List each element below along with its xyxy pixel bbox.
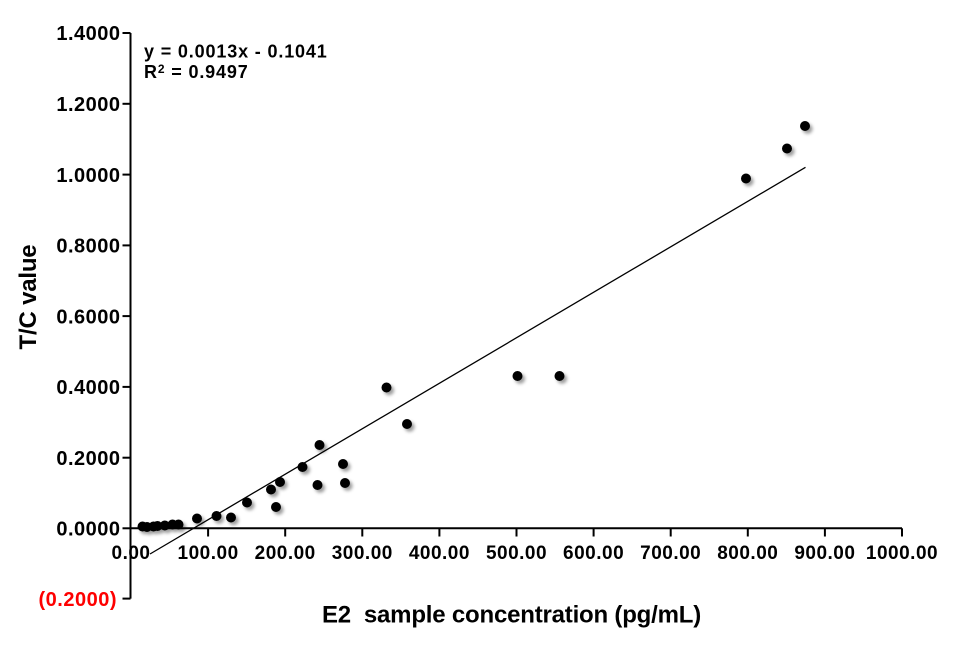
svg-text:1.2000: 1.2000 — [56, 94, 120, 116]
svg-text:0.0000: 0.0000 — [56, 519, 120, 541]
svg-text:0.2000: 0.2000 — [56, 448, 120, 470]
svg-text:(0.2000): (0.2000) — [39, 589, 118, 611]
svg-text:y = 0.0013x - 0.1041: y = 0.0013x - 0.1041 — [144, 42, 328, 62]
svg-text:500.00: 500.00 — [486, 543, 547, 564]
svg-text:0.6000: 0.6000 — [56, 306, 120, 328]
svg-text:300.00: 300.00 — [332, 543, 393, 564]
svg-text:900.00: 900.00 — [794, 543, 855, 564]
svg-text:700.00: 700.00 — [640, 543, 701, 564]
svg-text:200.00: 200.00 — [255, 543, 316, 564]
svg-text:0.8000: 0.8000 — [56, 236, 120, 258]
svg-text:E2 sample concentration (pg/m: E2 sample concentration (pg/mL) — [322, 601, 701, 628]
svg-text:400.00: 400.00 — [409, 543, 470, 564]
svg-text:1000.00: 1000.00 — [866, 543, 938, 564]
svg-text:0.00: 0.00 — [112, 543, 151, 564]
svg-text:1.4000: 1.4000 — [56, 23, 120, 45]
svg-text:100.00: 100.00 — [178, 543, 239, 564]
svg-text:T/C value: T/C value — [15, 245, 42, 350]
svg-text:R2 = 0.9497: R2 = 0.9497 — [144, 62, 249, 82]
svg-text:600.00: 600.00 — [563, 543, 624, 564]
svg-text:800.00: 800.00 — [717, 543, 778, 564]
svg-text:0.4000: 0.4000 — [56, 377, 120, 399]
svg-text:1.0000: 1.0000 — [56, 165, 120, 187]
